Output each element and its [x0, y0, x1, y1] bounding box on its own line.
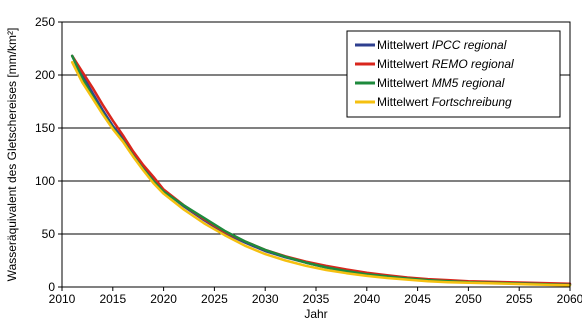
x-tick-label-2020: 2020	[150, 292, 177, 306]
legend-box	[346, 30, 561, 118]
y-tick-label-150: 150	[35, 121, 55, 135]
x-tick-label-2055: 2055	[506, 292, 533, 306]
plot-frame	[61, 21, 571, 288]
x-tick-label-2010: 2010	[49, 292, 76, 306]
legend-entry-0: Mittelwert IPCC regional	[377, 38, 507, 52]
y-tick-label-50: 50	[42, 227, 56, 241]
x-tick-label-2060: 2060	[557, 292, 582, 306]
legend-entry-1: Mittelwert REMO regional	[377, 57, 514, 71]
series-line-3	[70, 61, 572, 287]
legend-entry-2: Mittelwert MM5 regional	[377, 76, 505, 90]
y-axis-label: Wasseräquivalent des Gletschereises [mm/…	[5, 28, 19, 282]
x-tick-label-2050: 2050	[455, 292, 482, 306]
x-axis-label: Jahr	[304, 307, 327, 321]
x-tick-label-2040: 2040	[353, 292, 380, 306]
legend-entry-3: Mittelwert Fortschreibung	[377, 95, 512, 109]
x-tick-label-2045: 2045	[404, 292, 431, 306]
x-tick-label-2015: 2015	[99, 292, 126, 306]
x-tick-label-2035: 2035	[303, 292, 330, 306]
y-tick-label-250: 250	[35, 15, 55, 29]
y-tick-label-100: 100	[35, 174, 55, 188]
x-tick-label-2025: 2025	[201, 292, 228, 306]
y-tick-label-200: 200	[35, 68, 55, 82]
axes	[58, 21, 571, 291]
y-tick-label-0: 0	[48, 280, 55, 294]
x-tick-label-2030: 2030	[252, 292, 279, 306]
legend: Mittelwert IPCC regional Mittelwert REMO …	[346, 30, 561, 118]
tick-labels: 0 50 100 150 200 250 2010 2015 2020 2025 2030 2035 2…	[35, 15, 582, 306]
series-layer	[70, 54, 572, 287]
